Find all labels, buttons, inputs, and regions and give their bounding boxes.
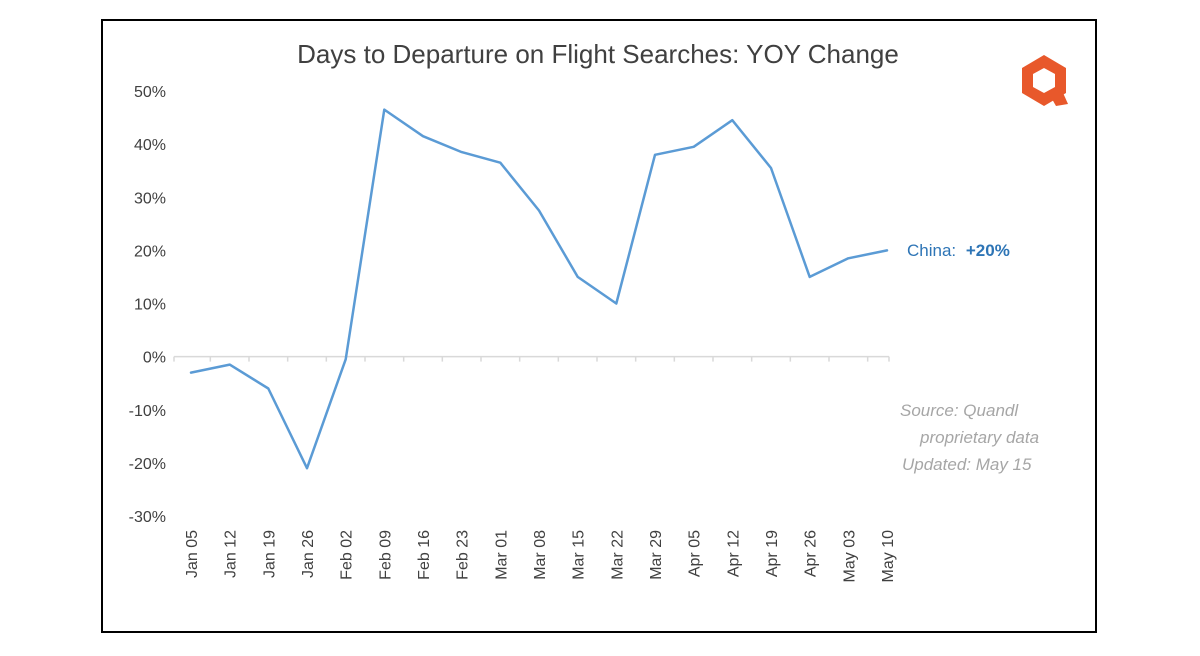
y-tick-label: -10% bbox=[129, 403, 166, 420]
x-tick-label: Feb 16 bbox=[416, 530, 433, 580]
chart-frame bbox=[101, 19, 1097, 633]
y-tick-label: -30% bbox=[129, 509, 166, 526]
y-tick-label: 10% bbox=[134, 297, 166, 314]
source-note-line-1: Source: Quandl bbox=[900, 401, 1019, 420]
y-tick-label: 20% bbox=[134, 243, 166, 260]
x-tick-label: Apr 12 bbox=[725, 530, 742, 577]
x-tick-label: Feb 02 bbox=[339, 530, 356, 580]
x-tick-label: Feb 09 bbox=[377, 530, 394, 580]
y-tick-label: 40% bbox=[134, 137, 166, 154]
x-tick-label: Jan 26 bbox=[300, 530, 317, 578]
china-label-name: China: bbox=[907, 241, 956, 260]
x-axis: Jan 05 Jan 12 Jan 19 Jan 26 Feb 02 Feb 09 Feb … bbox=[173, 355, 897, 583]
source-note: Source: Quandl proprietary data Updated:… bbox=[900, 401, 1039, 474]
chart-title: Days to Departure on Flight Searches: YO… bbox=[297, 39, 899, 69]
y-axis: -30% -20% -10% 0% 10% 20% 30% 40% 50% bbox=[129, 84, 166, 526]
y-tick-label: 0% bbox=[143, 350, 166, 367]
x-tick-label: Apr 19 bbox=[764, 530, 781, 577]
source-note-line-3: Updated: May 15 bbox=[902, 455, 1032, 474]
x-tick-label: Apr 05 bbox=[687, 530, 704, 577]
china-label-value: +20% bbox=[966, 241, 1010, 260]
y-tick-label: 50% bbox=[134, 84, 166, 101]
x-tick-label: Apr 26 bbox=[803, 530, 820, 577]
x-tick-label: Mar 08 bbox=[532, 530, 549, 580]
series-china bbox=[189, 108, 889, 470]
china-series-label: China: +20% bbox=[907, 241, 1010, 260]
y-tick-label: 30% bbox=[134, 190, 166, 207]
x-tick-label: Mar 22 bbox=[609, 530, 626, 580]
x-tick-label: Mar 01 bbox=[493, 530, 510, 580]
x-tick-label: Jan 12 bbox=[223, 530, 240, 578]
x-tick-label: Jan 05 bbox=[184, 530, 201, 578]
source-note-line-2: proprietary data bbox=[919, 428, 1039, 447]
x-tick-label: Jan 19 bbox=[261, 530, 278, 578]
y-tick-label: -20% bbox=[129, 456, 166, 473]
series-line-china bbox=[189, 108, 889, 470]
x-tick-label: Mar 15 bbox=[571, 530, 588, 580]
quandl-logo-icon bbox=[1022, 55, 1068, 106]
x-tick-label: Feb 23 bbox=[455, 530, 472, 580]
x-tick-label: May 03 bbox=[841, 530, 858, 583]
x-tick-label: Mar 29 bbox=[648, 530, 665, 580]
x-tick-label: May 10 bbox=[880, 530, 897, 583]
